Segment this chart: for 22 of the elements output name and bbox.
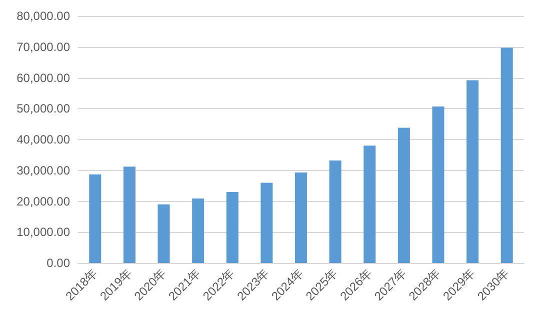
bar (329, 160, 342, 263)
y-tick-label: 30,000.00 (16, 163, 70, 178)
bar (226, 192, 238, 263)
bar (123, 166, 136, 263)
y-tick-label: 10,000.00 (16, 225, 70, 240)
bar (89, 174, 102, 263)
y-tick-label: 20,000.00 (16, 194, 70, 208)
bar (364, 146, 376, 263)
y-tick-label: 80,000.00 (16, 9, 70, 23)
bar (294, 172, 308, 263)
bar (466, 80, 479, 263)
y-tick-label: 50,000.00 (16, 102, 70, 116)
bar (260, 182, 273, 263)
bar (500, 48, 513, 263)
y-tick-label: 0.00 (46, 256, 70, 270)
y-tick-label: 40,000.00 (16, 132, 70, 146)
bar (432, 106, 444, 263)
y-tick-label: 60,000.00 (16, 70, 70, 85)
bar (158, 204, 170, 263)
y-tick-label: 70,000.00 (16, 40, 70, 54)
bar (398, 128, 410, 263)
bar (192, 198, 204, 263)
